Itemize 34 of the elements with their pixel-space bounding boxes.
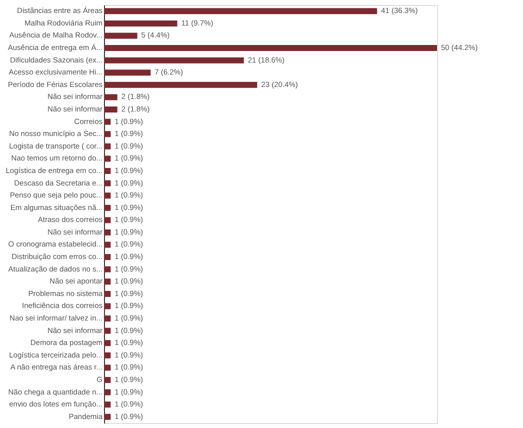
bar	[104, 364, 111, 371]
bar	[104, 254, 111, 260]
bar	[104, 290, 111, 297]
bar	[104, 143, 111, 150]
bar	[104, 180, 111, 186]
bar	[104, 229, 111, 236]
bar	[104, 168, 111, 174]
bar	[104, 278, 111, 285]
bar	[104, 156, 111, 162]
bar	[104, 8, 378, 14]
bar	[104, 57, 244, 64]
bar	[104, 106, 118, 112]
bar	[104, 204, 111, 211]
bar	[104, 340, 111, 346]
bar	[104, 303, 111, 310]
bar	[104, 20, 178, 26]
bar	[104, 389, 111, 396]
bar	[104, 70, 151, 76]
bar	[104, 192, 111, 199]
bar	[104, 45, 437, 52]
bar	[104, 328, 111, 334]
bar	[104, 217, 111, 224]
bar	[104, 352, 111, 358]
bar	[104, 414, 111, 420]
bar	[104, 82, 258, 88]
bar	[104, 131, 111, 138]
bar	[104, 376, 111, 383]
bar	[104, 118, 111, 125]
bar	[104, 402, 111, 408]
bar	[104, 94, 118, 100]
bar	[104, 266, 111, 272]
bar	[104, 242, 111, 248]
bar	[104, 32, 138, 39]
bar	[104, 316, 111, 322]
